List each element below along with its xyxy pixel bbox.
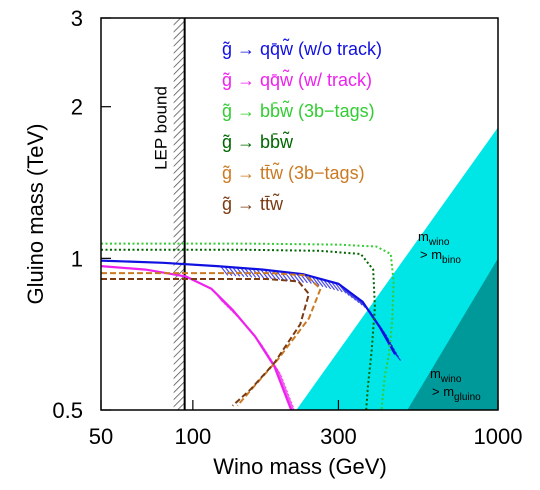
lep-bound: LEP bound — [152, 18, 186, 410]
lep-bound-label: LEP bound — [152, 86, 171, 170]
series-line-4 — [101, 248, 376, 410]
svg-text:> mgluino: > mgluino — [432, 384, 481, 403]
y-axis-label: Gluino mass (TeV) — [23, 124, 48, 305]
legend-entry: g̃ → bb̄w̃ (3b−tags) — [222, 100, 375, 121]
x-axis-ticks: 50 100 300 1000 — [89, 400, 523, 449]
legend-entry: g̃ → qq̄w̃ (w/o track) — [222, 38, 382, 59]
y-tick-label: 1 — [71, 246, 83, 271]
y-axis-ticks: 0.5 1 2 3 — [52, 6, 111, 423]
region-wino-gt-bino — [296, 127, 498, 410]
legend-entry: g̃ → tt̄w̃ — [222, 193, 284, 214]
svg-text:mwino: mwino — [430, 366, 462, 385]
plot-frame — [100, 17, 499, 411]
region-label-wino-gt-gluino: mwino> mgluino — [430, 366, 481, 403]
legend-entry: g̃ → qq̄w̃ (w/ track) — [222, 69, 372, 90]
y-tick-label: 2 — [71, 95, 83, 120]
legend-entry: g̃ → bb̄w̃ — [222, 131, 294, 152]
x-axis-label: Wino mass (GeV) — [213, 454, 387, 479]
x-tick-label: 50 — [89, 424, 113, 449]
svg-text:mwino: mwino — [418, 229, 450, 248]
kinematic-regions — [296, 127, 498, 410]
x-tick-label: 100 — [174, 424, 211, 449]
series-line-6 — [101, 278, 311, 407]
y-tick-label: 3 — [71, 6, 83, 31]
legend-entry: g̃ → tt̄w̃ (3b−tags) — [222, 162, 365, 183]
series-2-hatch — [215, 292, 296, 410]
series-line-5 — [101, 272, 322, 407]
y-tick-label: 0.5 — [52, 398, 83, 423]
series-lines — [101, 242, 402, 410]
region-wino-gt-gluino — [407, 258, 498, 410]
x-tick-label: 1000 — [474, 424, 523, 449]
legend: g̃ → qq̄w̃ (w/o track) g̃ → qq̄w̃ (w/ tra… — [222, 38, 382, 214]
x-tick-label: 300 — [320, 424, 357, 449]
lep-bound-hatch — [173, 18, 185, 410]
region-label-wino-gt-bino: mwino> mbino — [418, 229, 461, 266]
series-line-2 — [101, 265, 293, 410]
svg-text:> mbino: > mbino — [420, 247, 461, 266]
